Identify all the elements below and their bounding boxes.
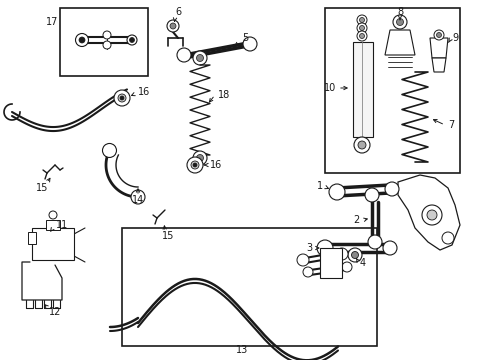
Bar [32, 228, 74, 260]
Circle shape [364, 188, 378, 202]
Circle shape [303, 267, 312, 277]
Circle shape [196, 54, 203, 62]
Circle shape [186, 157, 203, 173]
Circle shape [177, 48, 191, 62]
Bar [28, 232, 36, 244]
Circle shape [79, 37, 85, 43]
Circle shape [131, 190, 145, 204]
Circle shape [49, 211, 57, 219]
Circle shape [170, 23, 176, 29]
Circle shape [102, 144, 116, 157]
Text: 5: 5 [242, 33, 248, 43]
Bar [46, 220, 60, 230]
Circle shape [426, 210, 436, 220]
Text: 10: 10 [323, 83, 335, 93]
Polygon shape [397, 175, 459, 250]
Circle shape [436, 32, 441, 37]
Circle shape [392, 15, 406, 29]
Polygon shape [384, 30, 414, 55]
Text: 3: 3 [305, 243, 311, 253]
Text: 16: 16 [209, 160, 222, 170]
Bar [325, 8, 459, 173]
Circle shape [382, 241, 396, 255]
Circle shape [359, 26, 364, 31]
Bar [352, 42, 372, 137]
Circle shape [441, 232, 453, 244]
Circle shape [193, 163, 197, 167]
Text: 14: 14 [132, 195, 144, 205]
Circle shape [191, 161, 199, 169]
Circle shape [243, 37, 257, 51]
Circle shape [351, 252, 358, 258]
Circle shape [359, 18, 364, 22]
Circle shape [75, 33, 88, 46]
Circle shape [193, 51, 206, 65]
Text: 11: 11 [56, 220, 68, 230]
Circle shape [103, 31, 111, 39]
Circle shape [356, 31, 366, 41]
Bar [319, 248, 341, 278]
Text: 15: 15 [162, 231, 174, 241]
Circle shape [356, 23, 366, 33]
Text: 4: 4 [359, 258, 366, 268]
Circle shape [316, 240, 332, 256]
Text: 17: 17 [46, 17, 58, 27]
Circle shape [129, 37, 134, 42]
Circle shape [193, 151, 206, 165]
Circle shape [357, 141, 365, 149]
Circle shape [167, 20, 179, 32]
Circle shape [353, 137, 369, 153]
Polygon shape [429, 38, 447, 58]
Text: 1: 1 [316, 181, 323, 191]
Circle shape [396, 18, 403, 26]
Circle shape [114, 90, 130, 106]
Bar [122, 228, 376, 346]
Circle shape [341, 262, 351, 272]
Text: 6: 6 [175, 7, 181, 17]
Circle shape [335, 248, 347, 260]
Text: 16: 16 [138, 87, 150, 97]
Text: 13: 13 [235, 345, 247, 355]
Circle shape [120, 96, 124, 100]
Text: 15: 15 [36, 183, 48, 193]
Bar [60, 8, 148, 76]
Text: 12: 12 [49, 307, 61, 317]
Circle shape [328, 184, 345, 200]
Circle shape [296, 254, 308, 266]
Circle shape [196, 154, 203, 162]
Circle shape [356, 15, 366, 25]
Text: 8: 8 [396, 7, 402, 17]
Text: 18: 18 [218, 90, 230, 100]
Circle shape [359, 33, 364, 39]
Circle shape [103, 41, 111, 49]
Circle shape [421, 205, 441, 225]
Circle shape [384, 182, 398, 196]
Circle shape [118, 94, 126, 102]
Circle shape [433, 30, 443, 40]
Text: 7: 7 [447, 120, 453, 130]
Text: 9: 9 [451, 33, 457, 43]
Text: 2: 2 [353, 215, 359, 225]
Circle shape [347, 248, 361, 262]
Polygon shape [431, 58, 445, 72]
Circle shape [367, 235, 381, 249]
Circle shape [127, 35, 137, 45]
